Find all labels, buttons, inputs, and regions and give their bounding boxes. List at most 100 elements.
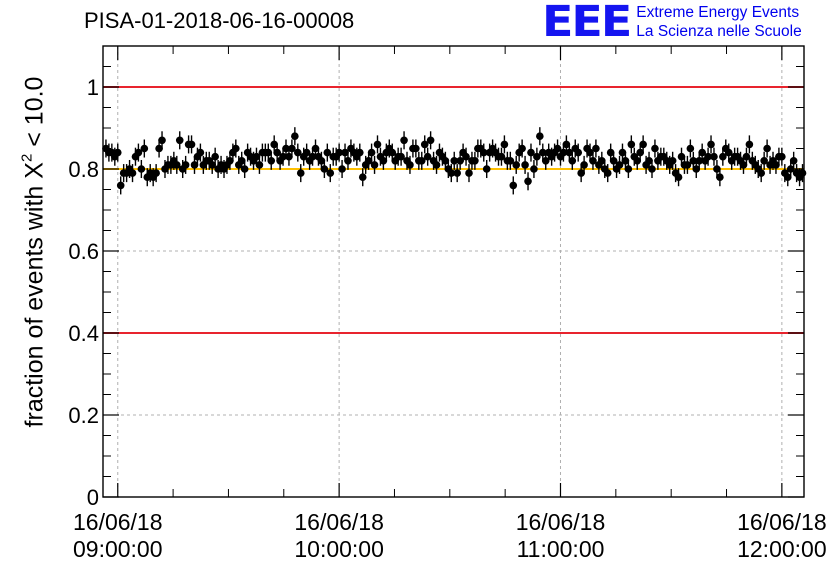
data-point [211, 152, 219, 161]
data-point [423, 152, 432, 161]
y-axis-label-sup: 2 [18, 153, 36, 163]
data-point [338, 165, 346, 173]
data-point [763, 144, 771, 153]
data-point [739, 161, 748, 169]
data-point [695, 157, 704, 165]
data-point [453, 169, 461, 177]
data-point [400, 136, 408, 145]
data-point [134, 148, 143, 157]
data-point [618, 148, 627, 157]
data-point [432, 161, 441, 169]
data-point [527, 148, 535, 157]
y-tick-label: 0.8 [68, 157, 99, 182]
data-point [724, 148, 733, 157]
data-point [624, 165, 633, 173]
data-point [237, 157, 246, 165]
data-point [592, 144, 600, 153]
data-point [137, 165, 146, 173]
data-point [648, 165, 656, 173]
data-point [140, 144, 149, 153]
data-point [521, 161, 529, 169]
data-point [615, 161, 624, 169]
data-point [302, 148, 311, 157]
data-point [538, 148, 547, 157]
data-point [113, 148, 122, 157]
data-point [116, 181, 125, 190]
y-tick-label: 0.2 [68, 403, 99, 428]
y-axis-label-text: fraction of events with X [20, 162, 49, 428]
data-point [651, 144, 659, 153]
data-point [512, 161, 521, 169]
data-point [187, 140, 196, 149]
data-point [565, 148, 574, 157]
data-point [294, 148, 302, 157]
data-point [627, 140, 636, 149]
data-point [379, 157, 388, 165]
data-point [450, 157, 459, 165]
data-point [158, 136, 166, 145]
data-point [742, 152, 751, 161]
data-point [686, 144, 695, 153]
data-point [603, 169, 612, 177]
data-point [323, 148, 332, 157]
data-point [420, 140, 429, 149]
x-tick-time: 10:00:00 [294, 536, 384, 562]
x-tick-date: 16/06/18 [737, 509, 827, 535]
data-point [713, 165, 721, 173]
y-tick-label: 0 [87, 485, 99, 510]
data-point [388, 148, 397, 157]
data-point [541, 157, 550, 165]
data-point [355, 148, 364, 157]
data-point [367, 148, 376, 157]
data-point [568, 157, 577, 165]
data-point [181, 161, 190, 169]
data-point [208, 161, 217, 169]
data-point [698, 148, 706, 157]
y-tick-label: 0.6 [68, 239, 99, 264]
data-point [580, 161, 588, 169]
data-point [447, 169, 456, 177]
x-tick-time: 09:00:00 [73, 536, 163, 562]
data-point [285, 152, 293, 161]
data-point [373, 140, 382, 149]
data-point [533, 152, 541, 161]
data-point [273, 148, 281, 157]
y-tick-label: 0.4 [68, 321, 99, 346]
data-point [674, 173, 683, 181]
data-point [530, 165, 538, 173]
data-point [745, 140, 754, 149]
data-point [426, 136, 435, 145]
data-point [417, 157, 426, 165]
data-point [677, 152, 686, 161]
data-point [232, 144, 240, 153]
eee-logo-text: Extreme Energy Events La Scienza nelle S… [636, 3, 801, 41]
data-point [553, 144, 562, 153]
data-point [397, 152, 405, 161]
data-point [341, 148, 349, 157]
x-tick-date: 16/06/18 [294, 509, 384, 535]
plot-frame [102, 45, 805, 498]
data-point [710, 152, 718, 161]
data-point [719, 152, 727, 161]
data-point [326, 169, 335, 177]
y-tick-label: 1 [87, 75, 99, 100]
data-point [296, 169, 305, 177]
data-point [783, 173, 792, 181]
data-point [465, 169, 473, 177]
data-point [482, 165, 491, 173]
y-axis-label-cond: < 10.0 [20, 76, 49, 147]
data-point [772, 161, 780, 169]
data-point [760, 157, 768, 165]
data-point [252, 152, 261, 161]
data-point [668, 157, 677, 165]
data-point [798, 169, 807, 177]
y-axis-label: fraction of events with X2 < 10.0 [19, 77, 50, 428]
data-point [196, 148, 205, 157]
data-point [789, 157, 798, 165]
data-point [152, 169, 160, 177]
data-point [441, 157, 450, 165]
data-point [757, 169, 766, 177]
data-point [320, 165, 329, 173]
data-point [562, 140, 571, 149]
